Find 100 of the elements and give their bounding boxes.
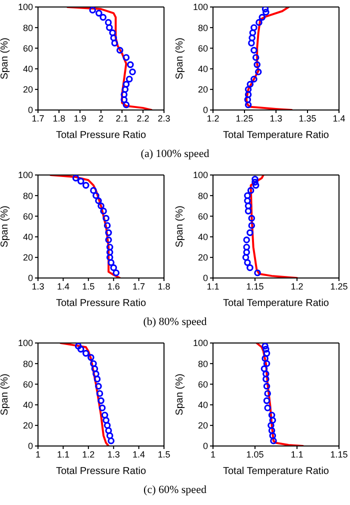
x-tick-label: 1.7: [132, 281, 146, 292]
point: [106, 432, 114, 440]
line-series: [250, 175, 298, 278]
text: (a) 100% speed: [140, 147, 210, 162]
point: [244, 259, 251, 266]
x-tick-label: 1.5: [158, 449, 170, 460]
point: [252, 176, 258, 183]
point: [262, 370, 270, 378]
point: [256, 19, 262, 26]
x-tick-label: 1.9: [74, 113, 86, 124]
point: [248, 40, 255, 46]
point: [247, 187, 254, 194]
point: [244, 96, 252, 104]
point: [96, 10, 102, 17]
y-tick-label: 80: [198, 190, 208, 201]
y-tick-label: 60: [198, 43, 208, 54]
y-tick-label: 80: [198, 22, 208, 33]
y-tick-label: 0: [28, 105, 33, 116]
point: [268, 427, 276, 434]
x-tick-label: 1.5: [82, 281, 95, 292]
point: [101, 412, 108, 418]
x-tick-label: 1.3: [107, 449, 120, 460]
point: [252, 182, 260, 189]
x-tick-label: 1.7: [32, 113, 44, 124]
x-tick-label: 1.2: [290, 281, 304, 292]
point: [262, 8, 270, 16]
x-tick-label: 1.4: [132, 449, 146, 460]
point: [105, 427, 112, 434]
y-tick-label: 60: [198, 379, 208, 390]
point: [246, 264, 254, 272]
point: [98, 397, 104, 404]
point: [98, 202, 104, 210]
point: [122, 101, 130, 108]
point: [248, 222, 256, 229]
x-axis-title: Total Temperature Ratio: [223, 466, 330, 477]
point: [248, 34, 256, 42]
point: [105, 236, 112, 244]
point: [120, 91, 128, 98]
point: [77, 346, 84, 353]
point: [102, 214, 110, 222]
point: [95, 382, 102, 390]
point: [248, 214, 256, 222]
y-tick-label: 0: [202, 273, 208, 284]
point: [243, 244, 250, 250]
point: [96, 390, 104, 397]
x-tick-label: 1.25: [236, 113, 254, 124]
point: [244, 86, 252, 93]
y-tick-label: 0: [28, 273, 33, 284]
point: [110, 34, 117, 42]
y-tick-label: 20: [198, 84, 208, 95]
y-tick-label: 0: [202, 441, 208, 452]
point: [126, 76, 133, 82]
x-tick-label: 1.8: [158, 281, 170, 292]
x-tick-label: 1.1: [290, 449, 304, 460]
y-tick-label: 60: [198, 211, 208, 222]
point: [264, 390, 271, 397]
y-tick-label: 80: [22, 22, 33, 33]
x-axis-title: Total Pressure Ratio: [56, 466, 146, 477]
point: [122, 80, 130, 88]
point: [72, 175, 80, 182]
point: [82, 182, 90, 189]
line-series: [245, 7, 293, 110]
point: [244, 91, 252, 98]
point: [89, 7, 96, 14]
point: [106, 244, 114, 250]
x-tick-label: 1.05: [246, 449, 264, 460]
point: [74, 343, 82, 350]
point: [104, 19, 112, 26]
x-axis-title: Total Temperature Ratio: [223, 130, 330, 141]
point: [249, 29, 256, 36]
line-series: [50, 175, 121, 278]
y-tick-label: 20: [198, 420, 208, 431]
point: [270, 437, 277, 444]
point: [98, 404, 106, 412]
y-axis-title: Span (%): [174, 38, 186, 80]
point: [263, 382, 270, 390]
x-tick-label: 1.25: [330, 281, 348, 292]
x-tick-label: 1.8: [52, 113, 66, 124]
point: [244, 208, 252, 214]
line-series: [256, 343, 304, 446]
point: [263, 397, 270, 404]
y-tick-label: 100: [192, 2, 208, 12]
point: [88, 354, 94, 361]
point: [92, 370, 100, 378]
point: [250, 24, 258, 31]
point: [106, 24, 113, 31]
y-tick-label: 100: [18, 2, 33, 12]
x-tick-label: 2.3: [158, 113, 170, 124]
point: [263, 350, 270, 357]
point: [120, 96, 128, 104]
point: [262, 343, 268, 350]
x-tick-label: 2.1: [116, 113, 128, 124]
y-tick-label: 60: [22, 379, 33, 390]
x-tick-label: 1.4: [56, 281, 70, 292]
point: [100, 14, 106, 21]
point: [254, 61, 260, 68]
y-axis-title: Span (%): [174, 206, 186, 248]
point: [254, 269, 261, 276]
x-tick-label: 1.6: [107, 281, 120, 292]
y-axis-title: Span (%): [0, 206, 11, 248]
